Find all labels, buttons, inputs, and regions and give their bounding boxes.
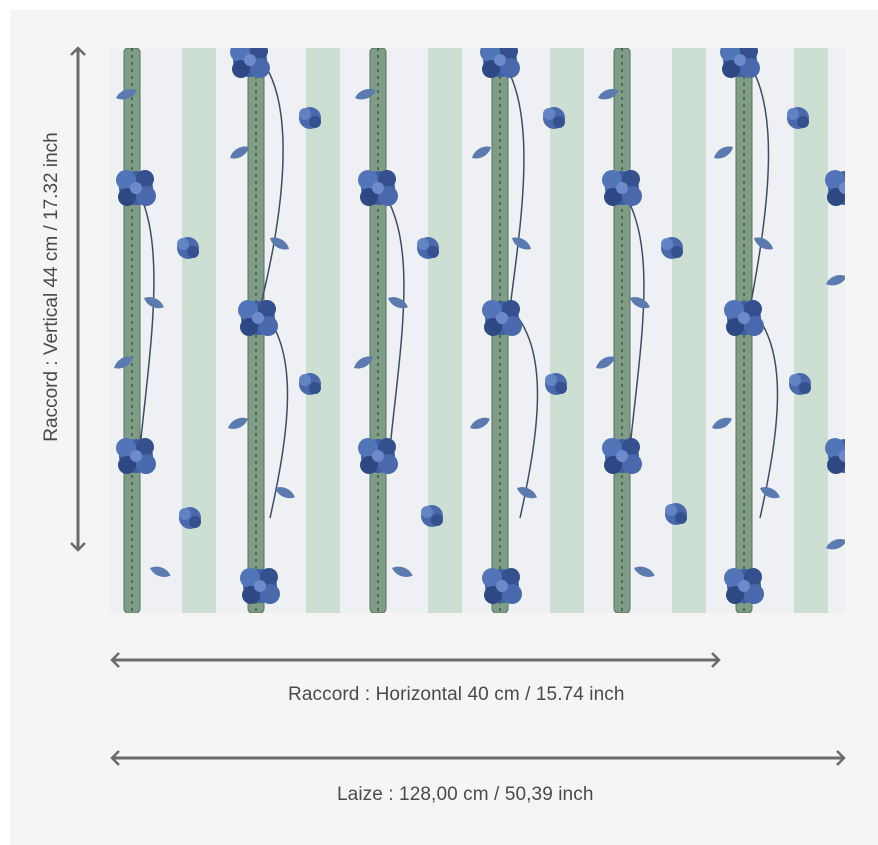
vertical-double-arrow-icon	[70, 46, 86, 552]
horizontal-double-arrow-icon	[110, 652, 721, 668]
fabric-width-label: Laize : 128,00 cm / 50,39 inch	[337, 784, 594, 805]
vertical-repeat-label: Raccord : Vertical 44 cm / 17.32 inch	[41, 132, 62, 442]
fabric-swatch-image	[110, 48, 845, 613]
horizontal-repeat-label: Raccord : Horizontal 40 cm / 15.74 inch	[288, 684, 625, 705]
width-double-arrow-icon	[110, 750, 846, 766]
